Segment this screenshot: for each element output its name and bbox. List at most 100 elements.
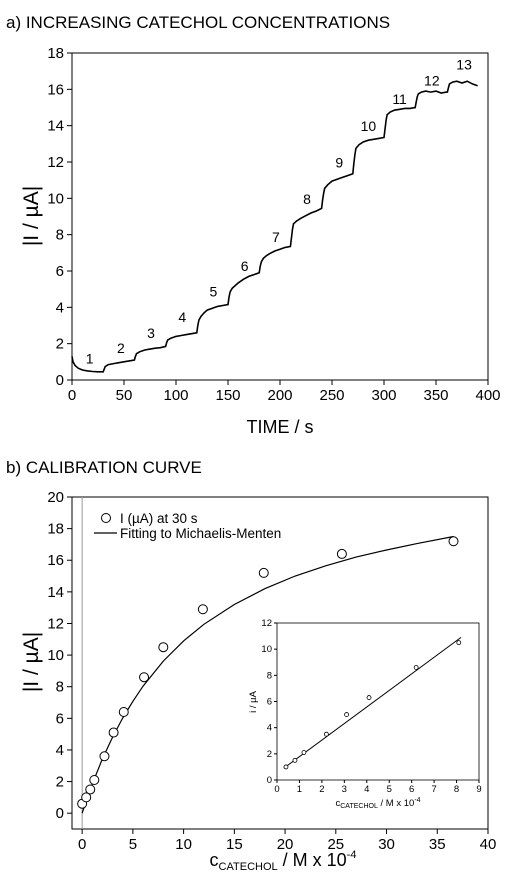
y-tick-label: 2 (56, 774, 64, 791)
data-point (85, 784, 96, 795)
step-label: 13 (456, 56, 472, 72)
y-tick-label: 2 (267, 749, 272, 760)
x-tick-label: 15 (226, 836, 243, 853)
x-tick-label: 30 (378, 836, 395, 853)
panel-b-plot-frame (71, 496, 489, 830)
data-point (89, 774, 100, 785)
x-tick-label: 3 (342, 784, 347, 795)
y-tick-label: 0 (56, 372, 64, 389)
y-tick-label: 14 (47, 584, 64, 601)
step-label: 11 (392, 91, 407, 107)
y-tick-label: 16 (47, 552, 64, 569)
inset-y-label: i / µA (248, 690, 259, 713)
x-tick-label: 4 (364, 784, 369, 795)
panel-a-y-label: |I / µA| (20, 186, 43, 246)
panel-b-x-label: cCATECHOL / M x 10-4 (210, 849, 357, 873)
step-label: 8 (303, 191, 311, 207)
y-tick-label: 20 (47, 489, 64, 506)
inset-data-point (456, 640, 462, 646)
y-tick-label: 10 (47, 647, 64, 664)
y-tick-label: 4 (56, 299, 64, 316)
inset-data-point (344, 712, 349, 717)
y-tick-label: 4 (267, 723, 272, 734)
inset-data-point (366, 695, 372, 700)
data-point (99, 751, 110, 762)
panel-b-legend: I (µA) at 30 s Fitting to Michaelis-Ment… (94, 511, 281, 541)
y-tick-label: 10 (261, 644, 272, 655)
panel-a: a) INCREASING CATECHOL CONCENTRATIONS 0 5… (6, 13, 501, 437)
x-tick-label: 1 (297, 784, 302, 795)
x-tick-label: 10 (175, 836, 192, 853)
inset-data-point (413, 665, 419, 670)
y-tick-label: 12 (47, 154, 64, 171)
panel-a-title: a) INCREASING CATECHOL CONCENTRATIONS (6, 13, 390, 32)
y-tick-label: 14 (47, 118, 64, 135)
y-tick-label: 12 (47, 615, 64, 632)
panel-a-y-axis: 0 2 4 6 8 10 12 14 16 18 (47, 45, 72, 389)
panel-b-title: b) CALIBRATION CURVE (6, 458, 202, 477)
step-label: 12 (424, 73, 440, 89)
y-tick-label: 0 (267, 775, 272, 786)
y-tick-label: 4 (56, 742, 64, 759)
x-tick-label: 6 (409, 784, 414, 795)
panel-b-x-axis: 0 5 10 15 20 25 30 35 40 (78, 829, 496, 853)
data-point (336, 548, 347, 559)
y-tick-label: 18 (47, 45, 64, 62)
data-point (258, 567, 269, 578)
inset-data-point (283, 764, 289, 770)
data-point (139, 672, 150, 683)
y-tick-label: 6 (267, 697, 272, 708)
x-tick-label: 300 (371, 387, 396, 404)
legend-label-fit: Fitting to Michaelis-Menten (120, 526, 281, 541)
y-tick-label: 12 (261, 618, 272, 629)
x-tick-label: 150 (215, 387, 240, 404)
y-tick-label: 8 (56, 679, 64, 696)
x-tick-label: 400 (475, 387, 500, 404)
inset-y-axis: 0 2 4 6 8 10 12 (261, 618, 277, 786)
y-tick-label: 16 (47, 81, 64, 98)
data-point (118, 707, 129, 718)
x-tick-label: 100 (163, 387, 188, 404)
inset-x-label: cCATECHOL / M x 10-4 (335, 797, 420, 810)
x-tick-label: 40 (480, 836, 497, 853)
panel-b-fit-line (81, 535, 454, 814)
y-tick-label: 2 (56, 336, 64, 353)
inset-data-point (292, 757, 298, 763)
x-tick-label: 50 (116, 387, 133, 404)
step-label: 1 (86, 351, 94, 367)
data-point (448, 536, 459, 547)
x-tick-label: 0 (68, 387, 76, 404)
data-point (197, 604, 208, 615)
step-label: 7 (272, 229, 280, 245)
inset-data-point (301, 750, 307, 755)
legend-marker-circle (101, 513, 111, 523)
panel-a-current-trace (71, 80, 478, 373)
y-tick-label: 6 (56, 263, 64, 280)
panel-a-x-label: TIME / s (247, 417, 314, 437)
panel-b-data-points (77, 536, 459, 809)
x-tick-label: 9 (476, 784, 481, 795)
x-tick-label: 2 (319, 784, 324, 795)
legend-label-points: I (µA) at 30 s (120, 511, 198, 526)
y-tick-label: 6 (56, 710, 64, 727)
panel-a-x-axis: 0 50 100 150 200 250 300 350 400 (68, 380, 501, 404)
data-point (108, 727, 119, 738)
x-tick-label: 200 (267, 387, 292, 404)
x-tick-label: 20 (277, 836, 294, 853)
x-tick-label: 350 (423, 387, 448, 404)
x-tick-label: 5 (387, 784, 392, 795)
x-tick-label: 35 (429, 836, 446, 853)
panel-b-y-axis: 0 2 4 6 8 10 12 14 16 18 20 (47, 489, 72, 822)
data-point (158, 642, 169, 653)
step-label: 6 (241, 258, 249, 274)
inset-data-points (283, 640, 462, 770)
step-label: 9 (335, 154, 343, 170)
step-label: 5 (210, 283, 218, 299)
x-tick-label: 8 (454, 784, 459, 795)
step-label: 2 (117, 340, 125, 356)
step-label: 3 (147, 325, 155, 341)
y-tick-label: 0 (56, 805, 64, 822)
step-label: 4 (178, 309, 186, 325)
